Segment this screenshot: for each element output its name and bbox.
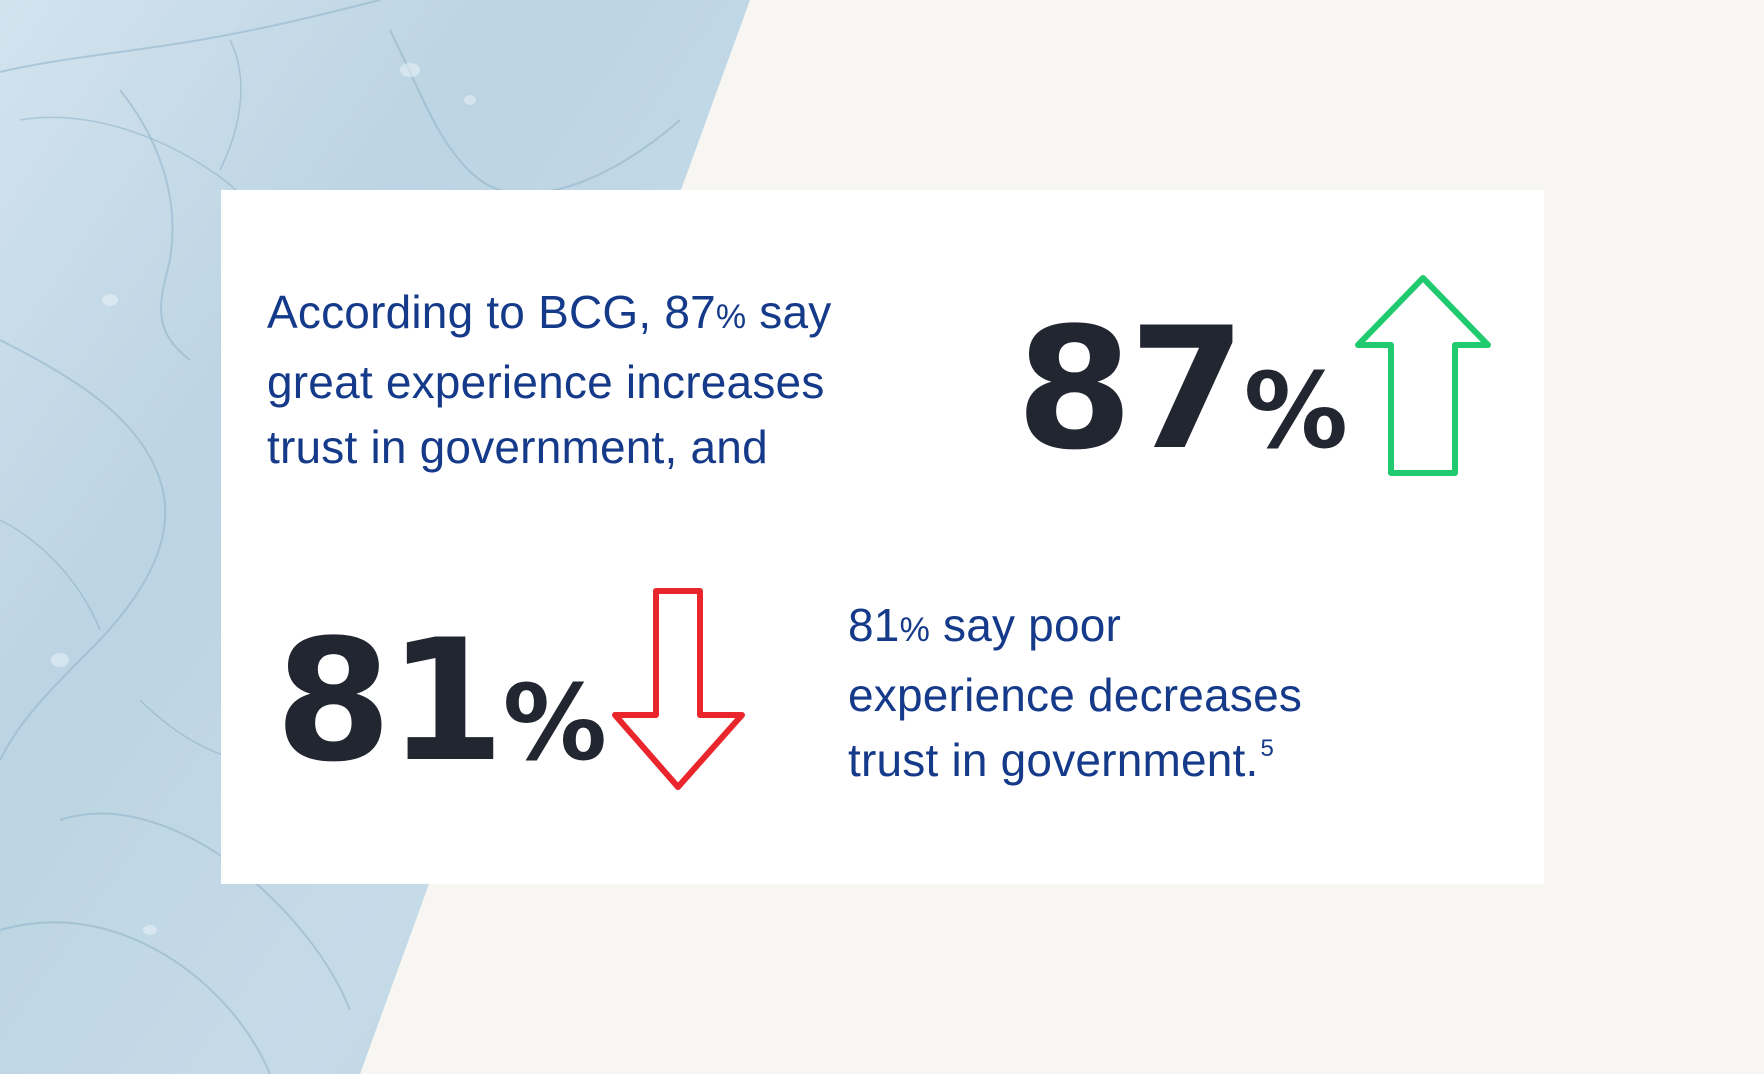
stat-81-percent: 81% xyxy=(275,617,607,785)
statement-poor-experience: 81% say poor experience decreases trust … xyxy=(848,593,1408,793)
stat-87-percent: 87% xyxy=(1016,305,1348,473)
statement-great-experience: According to BCG, 87% say great experien… xyxy=(267,280,917,480)
arrow-down-icon xyxy=(612,588,745,790)
arrow-up-icon xyxy=(1355,275,1491,476)
statement-line: experience decreases xyxy=(848,669,1303,721)
statement-line: great experience increases xyxy=(267,356,825,408)
statement-text: say poor xyxy=(930,599,1122,651)
statement-text: According to BCG, 87 xyxy=(267,286,716,338)
statement-line: trust in government, and xyxy=(267,421,768,473)
statement-line: 81% say poor xyxy=(848,593,1408,663)
stat-number: 81 xyxy=(275,603,505,799)
statement-text: trust in government. xyxy=(848,734,1259,786)
stat-percent-sign: % xyxy=(1243,350,1348,472)
stat-number: 87 xyxy=(1016,291,1246,487)
statement-text: say xyxy=(746,286,832,338)
percent-sign: % xyxy=(715,298,747,336)
statement-line: According to BCG, 87% say xyxy=(267,280,917,350)
stat-percent-sign: % xyxy=(502,662,607,784)
statement-text: 81 xyxy=(848,599,900,651)
stats-card: According to BCG, 87% say great experien… xyxy=(221,190,1544,884)
statement-line: trust in government.5 xyxy=(848,728,1408,793)
footnote-marker: 5 xyxy=(1260,735,1275,762)
percent-sign: % xyxy=(899,611,931,649)
